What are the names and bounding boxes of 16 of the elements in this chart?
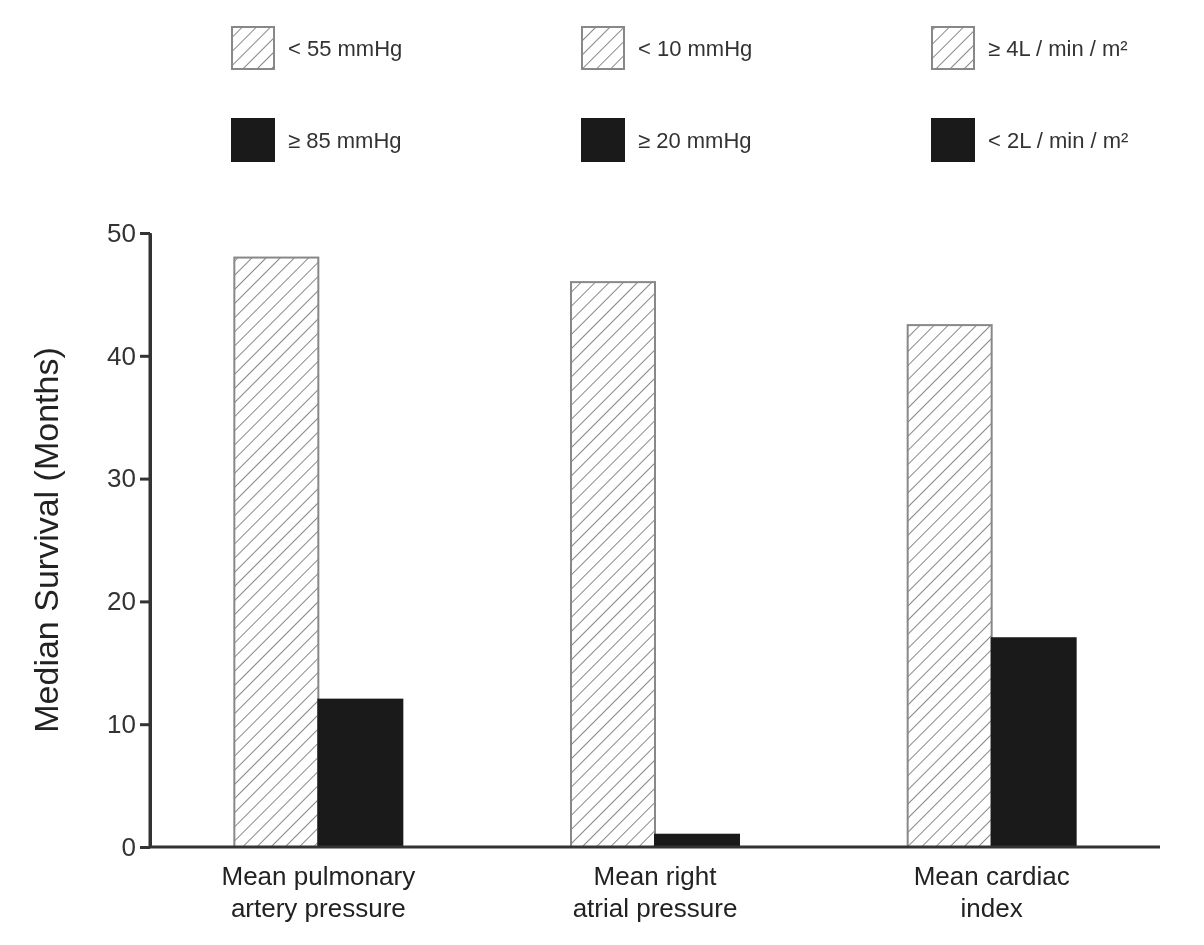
y-tick-label: 0	[121, 831, 136, 862]
x-tick-label: Mean right atrial pressure	[572, 861, 738, 923]
legend-label: < 10 mmHg	[638, 35, 753, 61]
y-axis-title: Median Survival (Months)	[27, 347, 65, 733]
y-tick-label: 50	[107, 217, 136, 248]
x-tick-label: Mean cardiac index	[913, 861, 1070, 923]
legend-label: ≥ 20 mmHg	[638, 127, 752, 153]
legend-label: < 2L / min / m²	[988, 127, 1129, 153]
y-tick-label: 30	[107, 463, 136, 494]
legend-label: < 55 mmHg	[288, 35, 403, 61]
x-tick-label: Mean pulmonary artery pressure	[221, 861, 416, 923]
y-tick-label: 20	[107, 586, 136, 617]
y-tick-label: 40	[107, 340, 136, 371]
legend-label: ≥ 4L / min / m²	[988, 35, 1128, 61]
legend-label: ≥ 85 mmHg	[288, 127, 402, 153]
y-tick-label: 10	[107, 709, 136, 740]
